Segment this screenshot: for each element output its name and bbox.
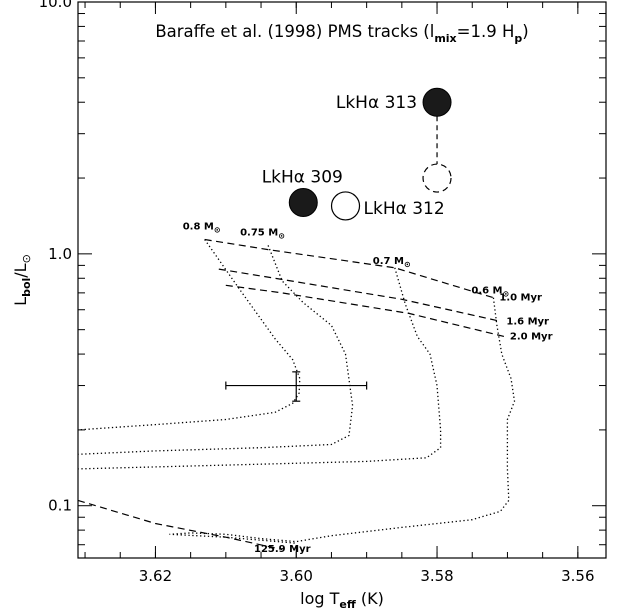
x-tick-label: 3.58	[420, 567, 453, 585]
axis-ticks: 3.62 3.60 3.58 3.56 0.1 1.0 10.0	[39, 0, 606, 585]
stars: LkHα 313 LkHα 309 LkHα 312	[262, 87, 452, 221]
mass-track-line	[77, 245, 354, 455]
mass-label: 0.8 M⊙	[183, 222, 221, 235]
star-marker	[288, 187, 318, 217]
x-axis-label: log Teff (K)	[300, 589, 384, 610]
isochrone-label: 125.9 Myr	[254, 544, 311, 555]
isochrone-line	[218, 268, 501, 322]
y-tick-label: 1.0	[48, 245, 72, 263]
x-tick-label: 3.56	[561, 567, 594, 585]
mass-track-line	[77, 239, 301, 431]
isochrone-line	[77, 499, 283, 551]
x-tick-label: 3.62	[139, 567, 172, 585]
isochrone-label: 1.6 Myr	[506, 316, 549, 327]
isochrone-label: 1.0 Myr	[499, 293, 542, 304]
error-bar	[225, 371, 368, 402]
star-marker	[422, 163, 452, 193]
star-label: LkHα 313	[336, 93, 417, 113]
mass-track-line	[77, 267, 442, 470]
mass-label: 0.7 M⊙	[373, 256, 411, 269]
isochrone-label: 2.0 Myr	[510, 331, 553, 342]
y-tick-label: 0.1	[48, 497, 72, 515]
star-marker	[330, 191, 361, 221]
chart-title: Baraffe et al. (1998) PMS tracks (lmix=1…	[155, 22, 528, 45]
mass-label: 0.6 M⊙	[471, 286, 509, 299]
mass-track-line	[169, 297, 516, 544]
star-label: LkHα 309	[262, 167, 343, 187]
x-tick-label: 3.60	[280, 567, 313, 585]
isochrone-line	[204, 238, 494, 299]
mass-label: 0.75 M⊙	[240, 227, 285, 240]
isochrones: 1.0 Myr 1.6 Myr 2.0 Myr 125.9 Myr	[77, 238, 553, 555]
y-tick-label: 10.0	[39, 0, 72, 11]
y-axis-label: Lbol/L⊙	[11, 254, 33, 306]
plot-frame	[77, 1, 607, 559]
evolutionary-tracks: 0.8 M⊙ 0.75 M⊙ 0.7 M⊙ 0.6 M⊙	[77, 222, 516, 544]
star-label: LkHα 312	[364, 199, 445, 219]
star-marker	[422, 87, 452, 117]
isochrone-line	[225, 284, 505, 337]
